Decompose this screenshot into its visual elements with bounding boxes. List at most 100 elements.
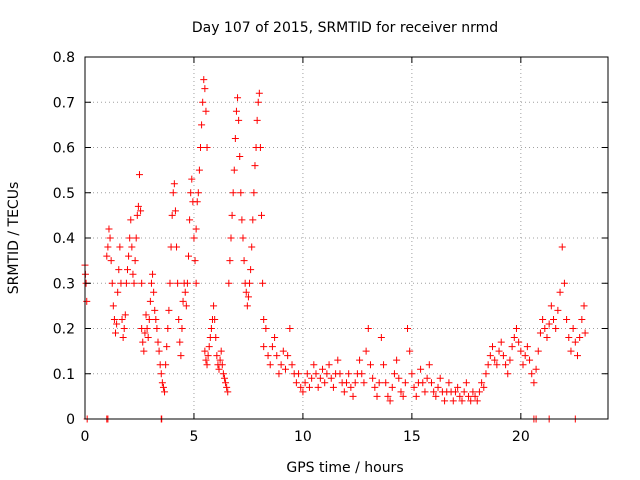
data-point [277, 361, 285, 369]
y-tick-label: 0.7 [53, 95, 75, 111]
data-point [565, 334, 573, 342]
data-point [292, 379, 300, 387]
data-point [425, 361, 433, 369]
data-point [155, 347, 163, 355]
data-point [191, 257, 199, 265]
data-point [104, 243, 112, 251]
data-point [207, 325, 215, 332]
data-point [475, 388, 483, 396]
data-point [397, 388, 405, 396]
data-point [192, 225, 200, 233]
axis-ticks [84, 56, 608, 420]
data-point [312, 370, 320, 378]
data-point [187, 189, 195, 197]
data-point [493, 361, 501, 369]
data-point [478, 379, 486, 387]
data-point [360, 379, 368, 387]
chart-title: Day 107 of 2015, SRMTID for receiver nrm… [192, 20, 498, 36]
data-point [210, 302, 218, 310]
data-point [196, 144, 204, 151]
data-point [146, 297, 154, 305]
data-point [203, 361, 211, 369]
x-tick-label: 5 [189, 429, 198, 445]
data-point [258, 211, 266, 219]
data-point [115, 266, 123, 274]
data-point [193, 198, 201, 206]
data-point [451, 388, 459, 396]
data-point [532, 365, 540, 373]
data-point [417, 365, 425, 373]
data-point [297, 383, 305, 391]
data-point [325, 361, 333, 369]
data-point [301, 379, 309, 387]
data-point [174, 279, 182, 287]
data-point [229, 189, 237, 197]
data-point [179, 297, 187, 305]
data-point [238, 216, 246, 224]
data-point [406, 347, 414, 355]
data-point [569, 325, 577, 332]
data-point [526, 356, 534, 364]
data-point [125, 252, 133, 260]
data-point [327, 374, 335, 382]
data-point [203, 144, 211, 151]
data-point [235, 116, 243, 124]
data-point [284, 352, 292, 360]
data-point [347, 383, 355, 391]
x-tick-label: 0 [81, 429, 90, 445]
data-point [248, 243, 256, 251]
data-point [236, 153, 244, 161]
data-point [375, 379, 383, 387]
data-point [176, 338, 184, 346]
data-point [83, 297, 91, 305]
data-point [502, 361, 510, 369]
data-point [550, 315, 558, 323]
data-point [152, 315, 160, 323]
data-point [254, 98, 262, 106]
y-tick-label: 0.5 [53, 186, 75, 202]
y-tick-label: 0 [66, 412, 75, 428]
data-point [103, 252, 111, 260]
data-point [556, 288, 564, 296]
data-point [123, 266, 131, 274]
data-point [166, 279, 174, 287]
data-point [465, 392, 473, 400]
data-point [170, 180, 178, 188]
data-point [495, 347, 503, 355]
data-point [173, 243, 181, 251]
data-point [164, 325, 172, 332]
data-point [105, 225, 113, 233]
data-point [200, 76, 208, 84]
data-point [253, 116, 261, 124]
data-point [232, 107, 240, 115]
data-point [118, 315, 126, 323]
data-point [122, 279, 130, 287]
data-point [563, 315, 571, 323]
data-point [223, 383, 231, 391]
y-tick-label: 0.8 [53, 50, 75, 66]
data-point [356, 356, 364, 364]
data-point [489, 343, 497, 351]
data-point [119, 334, 127, 342]
data-point [131, 257, 139, 265]
data-point [543, 334, 551, 342]
data-point [314, 383, 322, 391]
data-point [469, 388, 477, 396]
data-point [410, 383, 418, 391]
data-point [201, 85, 209, 93]
data-point [430, 388, 438, 396]
data-point [198, 121, 206, 129]
data-point [295, 370, 303, 378]
data-point [460, 388, 468, 396]
data-point [412, 392, 420, 400]
data-point [408, 370, 416, 378]
data-point [113, 320, 121, 328]
data-point [217, 347, 225, 355]
data-point [445, 379, 453, 387]
data-point [231, 134, 239, 142]
data-point [441, 397, 449, 405]
data-point [157, 370, 165, 378]
data-point [199, 98, 207, 106]
data-point [454, 383, 462, 391]
